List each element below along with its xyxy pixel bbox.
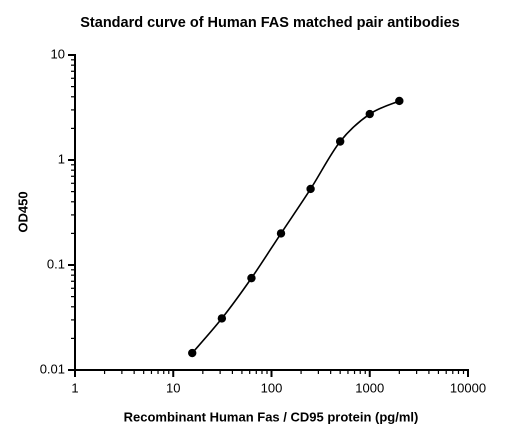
- data-point: [217, 314, 227, 323]
- x-tick-label: 10000: [450, 380, 486, 395]
- x-axis-title: Recombinant Human Fas / CD95 protein (pg…: [124, 409, 419, 424]
- y-tick-label: 1: [58, 151, 65, 166]
- x-tick-label: 1000: [355, 380, 384, 395]
- x-tick-label: 100: [261, 380, 283, 395]
- y-axis-title: OD450: [15, 191, 30, 232]
- data-point: [276, 229, 286, 238]
- data-point: [365, 109, 374, 119]
- data-point: [188, 348, 197, 358]
- data-point: [395, 96, 404, 106]
- y-tick-label: 0.1: [47, 256, 65, 271]
- data-point: [306, 184, 315, 194]
- data-point: [247, 273, 256, 283]
- chart-title: Standard curve of Human FAS matched pair…: [80, 15, 460, 31]
- y-tick-label: 10: [51, 46, 65, 61]
- data-point: [335, 137, 345, 146]
- x-tick-label: 1: [71, 380, 78, 395]
- y-tick-label: 0.01: [40, 361, 65, 376]
- x-tick-label: 10: [166, 380, 180, 395]
